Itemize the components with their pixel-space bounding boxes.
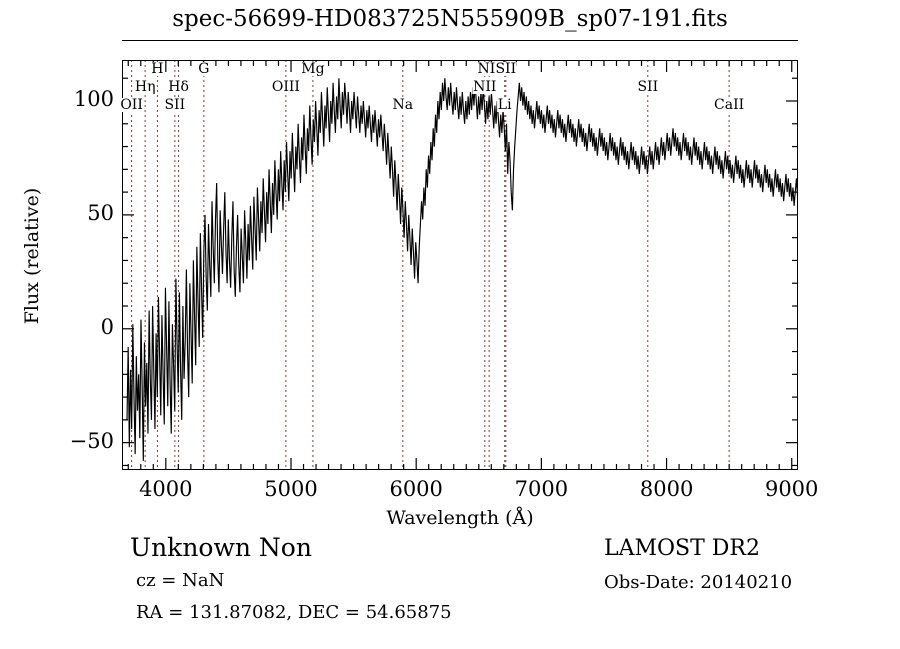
page-title: spec-56699-HD083725N555909B_sp07-191.fit… <box>172 6 728 32</box>
y-tick-100: 100 <box>73 87 114 111</box>
line-label-caii: CaII <box>713 97 746 113</box>
line-label-mg: Mg <box>300 61 326 77</box>
ra-dec-value: RA = 131.87082, DEC = 54.65875 <box>136 602 452 623</box>
x-tick-7000: 7000 <box>514 477 569 501</box>
y-tick-0: 0 <box>100 314 114 339</box>
line-label-g: G <box>197 61 211 77</box>
line-label-sii: SII <box>163 97 187 113</box>
y-tick--50: −50 <box>69 428 114 453</box>
object-classification: Unknown Non <box>130 533 312 562</box>
line-label-na: Na <box>391 97 415 113</box>
line-label-li: Li <box>496 97 513 113</box>
y-axis-tick-labels: 100 50 0 −50 <box>40 60 114 470</box>
line-label-nii: NII <box>472 79 498 95</box>
title-divider <box>122 40 798 41</box>
x-tick-9000: 9000 <box>764 477 819 501</box>
line-label-hδ: Hδ <box>167 79 190 95</box>
x-axis-title: Wavelength (Å) <box>386 507 534 529</box>
line-label-oii: OII <box>119 97 144 113</box>
obs-date: Obs-Date: 20140210 <box>604 572 793 593</box>
x-tick-8000: 8000 <box>639 477 694 501</box>
x-tick-4000: 4000 <box>139 477 193 501</box>
x-axis-tick-labels: 4000 5000 6000 7000 8000 9000 <box>122 477 818 503</box>
line-label-hη: Hη <box>133 79 157 95</box>
y-tick-50: 50 <box>87 200 114 225</box>
line-label-sii: SII <box>636 79 660 95</box>
x-tick-5000: 5000 <box>264 477 318 501</box>
x-tick-6000: 6000 <box>389 477 443 501</box>
line-label-oiii: OIII <box>270 79 301 95</box>
y-axis-title: Flux (relative) <box>21 187 43 325</box>
cz-value: cz = NaN <box>136 570 225 591</box>
spectrum-trace <box>126 78 798 461</box>
line-label-sii: SII <box>494 61 518 77</box>
line-label-h: H <box>150 61 165 77</box>
survey-name: LAMOST DR2 <box>604 536 760 561</box>
plot-area[interactable]: OII Hη H Hδ SII G OIII Mg Na NII NII SII Li SII CaII <box>119 60 798 470</box>
plot-frame <box>122 60 798 470</box>
